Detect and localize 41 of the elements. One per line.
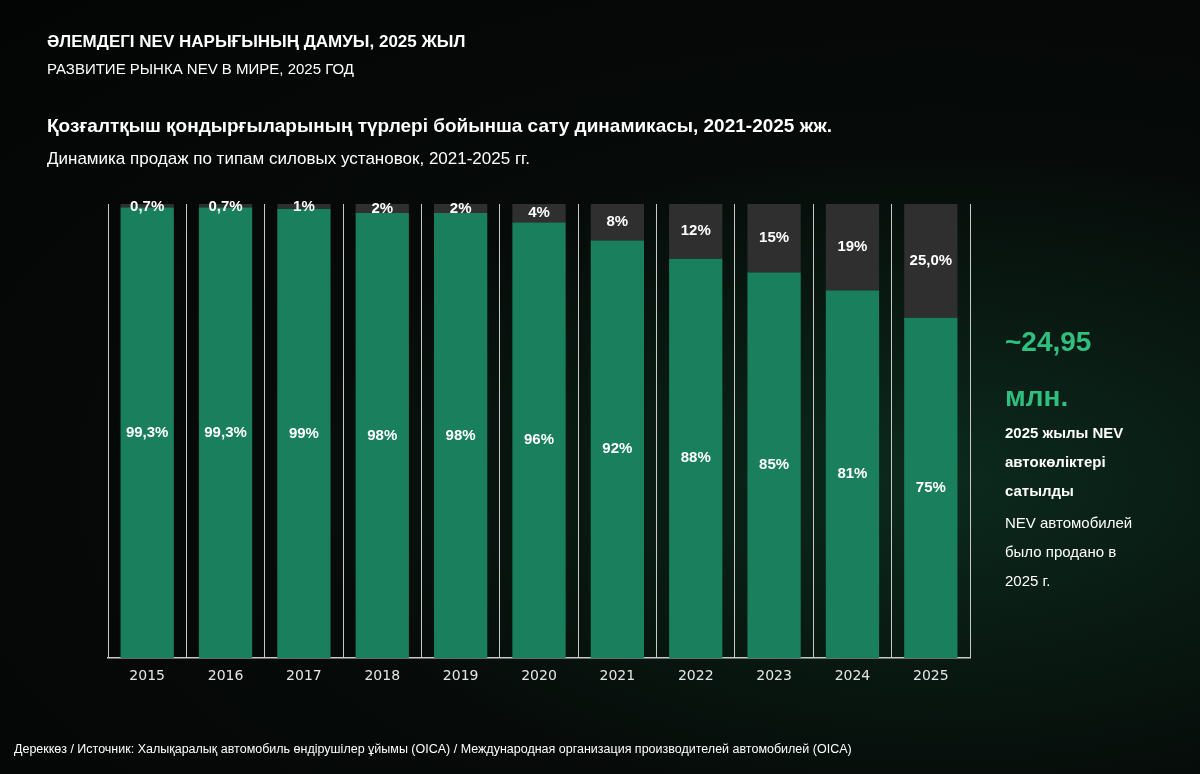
- data-label: 88%: [680, 448, 711, 466]
- x-tick-label: 2018: [364, 667, 401, 684]
- text: Қозғалтқыш қондырғыларының түрлері бойынша сату динамикасы, 2021-2025 жж.: [47, 115, 832, 137]
- data-label: 12%: [680, 221, 711, 239]
- data-label: 4%: [528, 203, 550, 221]
- data-label: 92%: [602, 439, 633, 457]
- x-tick-label: 2023: [756, 667, 792, 684]
- data-label: 2%: [449, 198, 472, 216]
- data-label: 96%: [523, 430, 555, 448]
- text: ~24,95 млн.: [1005, 325, 1093, 414]
- data-label: 85%: [759, 455, 790, 473]
- data-label: 2%: [371, 198, 394, 216]
- data-label: 0,7%: [208, 197, 243, 215]
- data-label: 81%: [837, 464, 868, 482]
- chart-title: ӘЛЕМДЕГІ NEV НАРЫҒЫНЫҢ ДАМУЫ, 2025 ЖЫЛ: [47, 32, 466, 52]
- data-label: 99%: [288, 423, 319, 441]
- x-tick-label: 2022: [677, 667, 714, 684]
- x-tick-label: 2016: [207, 667, 244, 684]
- data-label: 75%: [915, 478, 946, 496]
- data-label: 25,0%: [909, 250, 953, 268]
- data-label: 99,3%: [125, 422, 169, 440]
- x-tick-label: 2020: [521, 667, 557, 684]
- data-label: 98%: [445, 425, 476, 443]
- x-tick-label: 2021: [599, 667, 636, 684]
- text: Динамика продаж по типам силовых установок, 2021-2025 гг.: [47, 149, 530, 169]
- data-label: 19%: [837, 237, 868, 255]
- x-tick-label: 2019: [442, 667, 479, 684]
- data-label: 0,7%: [130, 197, 165, 215]
- data-label: 98%: [367, 425, 398, 443]
- text: NEV автомобилей было продано в 2025 г.: [1005, 513, 1134, 591]
- text: Дереккөз / Источник: Халықаралық автомобиль өндірушілер ұйымы (OICA) / Международная организация производителей автомобилей (OICA): [14, 742, 852, 756]
- text: 2025 жылы NEV автокөліктері сатылды: [1005, 423, 1125, 501]
- data-label: 1%: [293, 197, 315, 215]
- chart-subtitle: РАЗВИТИЕ РЫНКА NEV В МИРЕ, 2025 ГОД: [47, 60, 354, 77]
- x-tick-label: 2015: [129, 667, 165, 684]
- data-label: 99,3%: [204, 422, 247, 440]
- data-label: 8%: [606, 212, 629, 230]
- x-tick-label: 2024: [834, 667, 871, 684]
- x-tick-label: 2025: [913, 667, 949, 684]
- x-tick-label: 2017: [286, 667, 322, 684]
- data-label: 15%: [759, 228, 790, 246]
